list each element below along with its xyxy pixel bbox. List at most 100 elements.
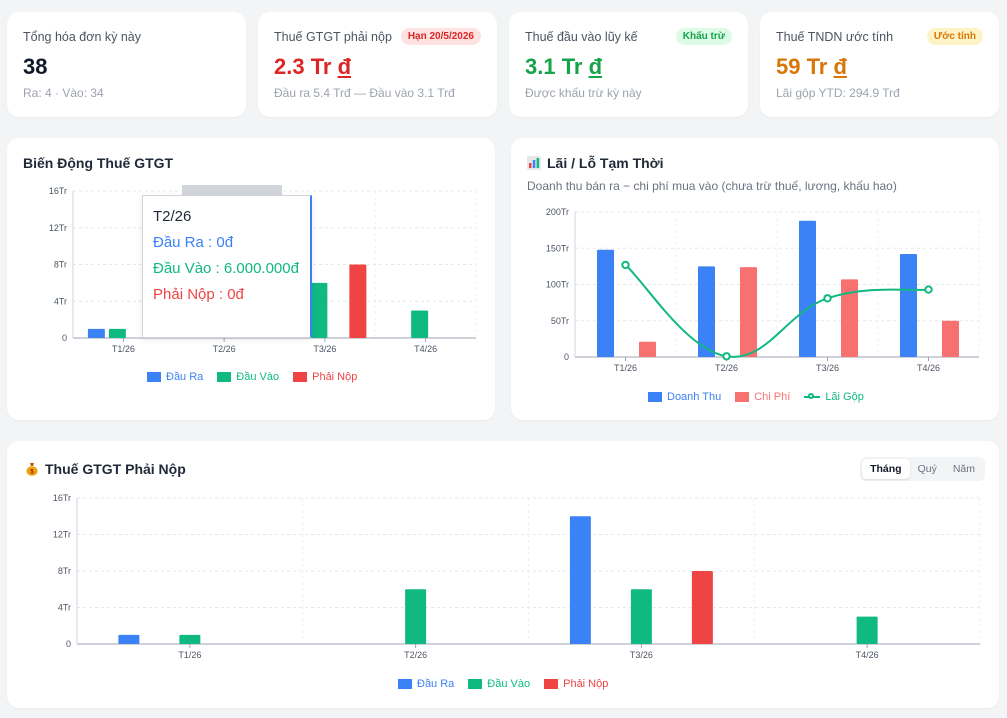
- x-tick-label: T1/26: [614, 363, 637, 373]
- legend-item[interactable]: Lãi Gộp: [804, 391, 864, 403]
- bar: [799, 220, 816, 357]
- y-tick-label: 8Tr: [58, 566, 71, 576]
- svg-text:$: $: [30, 470, 34, 476]
- legend-swatch: [468, 679, 483, 689]
- stat-label: Tổng hóa đơn kỳ này: [23, 30, 141, 44]
- due-date-badge: Hạn 20/5/2026: [400, 28, 481, 45]
- stat-card-invoices: Tổng hóa đơn kỳ này 38 Ra: 4 · Vào: 34: [7, 12, 246, 117]
- legend-swatch: [147, 372, 161, 382]
- y-tick-label: 0: [62, 333, 67, 343]
- stat-label: Thuế đầu vào lũy kế: [525, 30, 638, 44]
- money-bag-icon: $: [26, 463, 38, 476]
- legend-item[interactable]: Phải Nộp: [544, 678, 608, 690]
- period-toggle: Tháng Quý Năm: [860, 457, 985, 481]
- line-point: [924, 285, 933, 294]
- y-tick-label: 100Tr: [546, 280, 569, 290]
- bar: [179, 634, 201, 644]
- toggle-year[interactable]: Năm: [952, 463, 975, 475]
- legend-swatch: [544, 679, 559, 689]
- bar: [900, 254, 917, 357]
- y-tick-label: 200Tr: [546, 207, 569, 217]
- bar: [740, 267, 757, 357]
- vat-payable-chart[interactable]: 0 4Tr 8Tr 12Tr 16Tr T1/26 T2/26 T3/26 T4/26: [7, 441, 999, 708]
- y-tick-label: 4Tr: [54, 296, 67, 306]
- bar: [856, 616, 878, 644]
- bar: [639, 341, 656, 357]
- legend-item[interactable]: Phải Nộp: [293, 371, 357, 383]
- stat-sub: Lãi gộp YTD: 294.9 Trđ: [776, 86, 900, 100]
- bar: [118, 634, 140, 644]
- toggle-month[interactable]: Tháng: [862, 459, 910, 479]
- x-tick-label: T2/26: [404, 650, 427, 660]
- tooltip-tab: [182, 185, 282, 196]
- stat-sub: Ra: 4 · Vào: 34: [23, 86, 104, 100]
- legend-item[interactable]: Đầu Ra: [398, 678, 454, 690]
- y-tick-label: 16Tr: [53, 493, 71, 503]
- legend-item[interactable]: Đầu Ra: [147, 371, 203, 383]
- chart-legend: Đầu Ra Đầu Vào Phải Nộp: [398, 678, 608, 690]
- bar: [698, 266, 715, 357]
- bar: [569, 516, 591, 644]
- y-tick-label: 0: [564, 352, 569, 362]
- bar: [411, 310, 429, 338]
- legend-swatch: [735, 392, 750, 402]
- legend-item[interactable]: Doanh Thu: [648, 391, 721, 403]
- line-point: [823, 294, 832, 303]
- bar: [630, 589, 652, 644]
- y-tick-label: 12Tr: [49, 223, 67, 233]
- tooltip-payable: Phải Nộp : 0đ: [153, 286, 244, 303]
- y-tick-label: 8Tr: [54, 260, 67, 270]
- bar: [597, 249, 614, 357]
- card-title: $ Thuế GTGT Phải Nộp: [25, 461, 186, 477]
- bar: [942, 320, 959, 357]
- x-tick-label: T1/26: [178, 650, 201, 660]
- line-point: [621, 260, 630, 270]
- bar-chart-icon: [527, 156, 541, 170]
- x-tick-label: T1/26: [112, 344, 135, 354]
- x-tick-label: T3/26: [313, 344, 336, 354]
- x-tick-label: T4/26: [917, 363, 940, 373]
- x-tick-label: T2/26: [213, 344, 236, 354]
- bar: [349, 264, 367, 338]
- chart-tooltip: T2/26 Đầu Ra : 0đ Đầu Vào : 6.000.000đ P…: [142, 195, 312, 338]
- x-tick-label: T4/26: [414, 344, 437, 354]
- stat-card-input-vat: Thuế đầu vào lũy kế Khấu trừ 3.1 Tr đ Đư…: [509, 12, 748, 117]
- card-subtitle: Doanh thu bán ra − chi phí mua vào (chưa…: [527, 179, 897, 193]
- vat-fluctuation-card: Biến Động Thuế GTGT 0 4Tr 8Tr 12Tr 16Tr T1/26…: [7, 138, 495, 420]
- stat-value: 3.1 Tr đ: [525, 54, 603, 79]
- bar: [841, 279, 858, 357]
- legend-item[interactable]: Đầu Vào: [217, 371, 279, 383]
- line-point: [722, 352, 731, 361]
- profit-loss-chart[interactable]: 0 50Tr 100Tr 150Tr 200Tr T1/26 T2/26 T3/26 T4/26: [511, 138, 999, 420]
- x-tick-label: T3/26: [816, 363, 839, 373]
- legend-swatch: [648, 392, 662, 402]
- y-tick-label: 12Tr: [53, 530, 71, 540]
- toggle-quarter[interactable]: Quý: [917, 463, 937, 475]
- y-tick-label: 16Tr: [49, 186, 67, 196]
- stat-value: 2.3 Tr đ: [274, 54, 352, 79]
- legend-swatch: [804, 392, 821, 402]
- stat-sub: Được khấu trừ kỳ này: [525, 86, 642, 100]
- chart-legend: Doanh Thu Chi Phí Lãi Gộp: [648, 391, 864, 403]
- bar: [691, 571, 713, 644]
- estimate-badge: Ước tính: [926, 28, 983, 45]
- legend-item[interactable]: Chi Phí: [735, 391, 790, 403]
- tooltip-period: T2/26: [153, 208, 192, 225]
- stat-card-vat-payable: Thuế GTGT phải nộp Hạn 20/5/2026 2.3 Tr …: [258, 12, 497, 117]
- bar: [405, 589, 427, 644]
- bar: [310, 282, 328, 338]
- x-tick-label: T4/26: [856, 650, 879, 660]
- y-tick-label: 0: [66, 639, 71, 649]
- legend-item[interactable]: Đầu Vào: [468, 678, 530, 690]
- vat-payable-card: $ Thuế GTGT Phải Nộp Tháng Quý Năm 0 4Tr 8T…: [7, 441, 999, 708]
- legend-swatch: [217, 372, 232, 382]
- profit-line: [624, 264, 929, 358]
- card-title: Lãi / Lỗ Tạm Thời: [527, 155, 664, 171]
- stat-card-cit: Thuế TNDN ước tính Ước tính 59 Tr đ Lãi …: [760, 12, 999, 117]
- stat-value: 59 Tr đ: [776, 54, 847, 79]
- x-tick-label: T3/26: [630, 650, 653, 660]
- card-title: Biến Động Thuế GTGT: [23, 155, 174, 171]
- y-tick-label: 50Tr: [551, 316, 569, 326]
- stat-label: Thuế TNDN ước tính: [776, 30, 894, 44]
- stat-value: 38: [23, 54, 48, 79]
